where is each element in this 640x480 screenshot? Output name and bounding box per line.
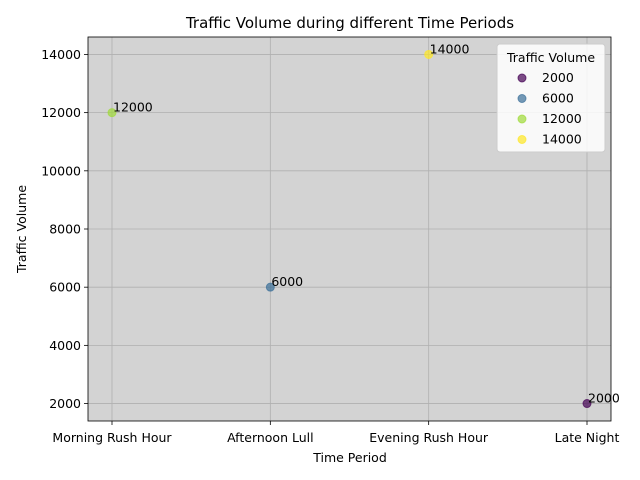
- plot-frame: [87, 36, 612, 422]
- legend-entry-label: 12000: [542, 111, 582, 126]
- x-tick-label: Late Night: [555, 430, 620, 445]
- legend: Traffic Volume 2000 6000 12000 14000: [496, 43, 606, 153]
- axes: Morning Rush Hour Afternoon Lull Evening R…: [41, 36, 620, 445]
- x-tick-label: Evening Rush Hour: [369, 430, 489, 445]
- x-tick-label: Afternoon Lull: [227, 430, 314, 445]
- y-tick-label: 10000: [41, 163, 81, 178]
- legend-entry-label: 6000: [542, 91, 574, 106]
- y-tick-label: 12000: [41, 105, 81, 120]
- data-point: [582, 399, 592, 409]
- x-axis-title: Time Period: [312, 450, 387, 465]
- y-tick-label: 14000: [41, 47, 81, 62]
- legend-title: Traffic Volume: [506, 50, 595, 65]
- y-axis-title: Traffic Volume: [14, 185, 29, 274]
- legend-box: [496, 43, 606, 153]
- data-points: [107, 49, 592, 409]
- data-point: [265, 282, 275, 292]
- data-point-label: 14000: [430, 41, 470, 56]
- legend-marker: [517, 114, 527, 124]
- legend-marker: [517, 135, 527, 144]
- data-point-label: 12000: [113, 100, 153, 115]
- y-tick-label: 2000: [49, 396, 81, 411]
- legend-marker: [517, 73, 527, 83]
- legend-entry-label: 14000: [542, 132, 582, 147]
- data-point-label: 2000: [588, 391, 620, 406]
- data-point: [424, 49, 434, 59]
- data-labels: 12000 6000 14000 2000: [113, 41, 620, 405]
- y-tick-label: 6000: [49, 280, 81, 295]
- legend-entry-label: 2000: [542, 70, 574, 85]
- legend-marker: [517, 94, 527, 103]
- y-tick-label: 4000: [49, 338, 81, 353]
- data-point-label: 6000: [271, 274, 303, 289]
- chart-title: Traffic Volume during different Time Per…: [185, 14, 514, 32]
- x-tick-label: Morning Rush Hour: [52, 430, 172, 445]
- y-tick-label: 8000: [49, 222, 81, 237]
- data-point: [107, 108, 117, 118]
